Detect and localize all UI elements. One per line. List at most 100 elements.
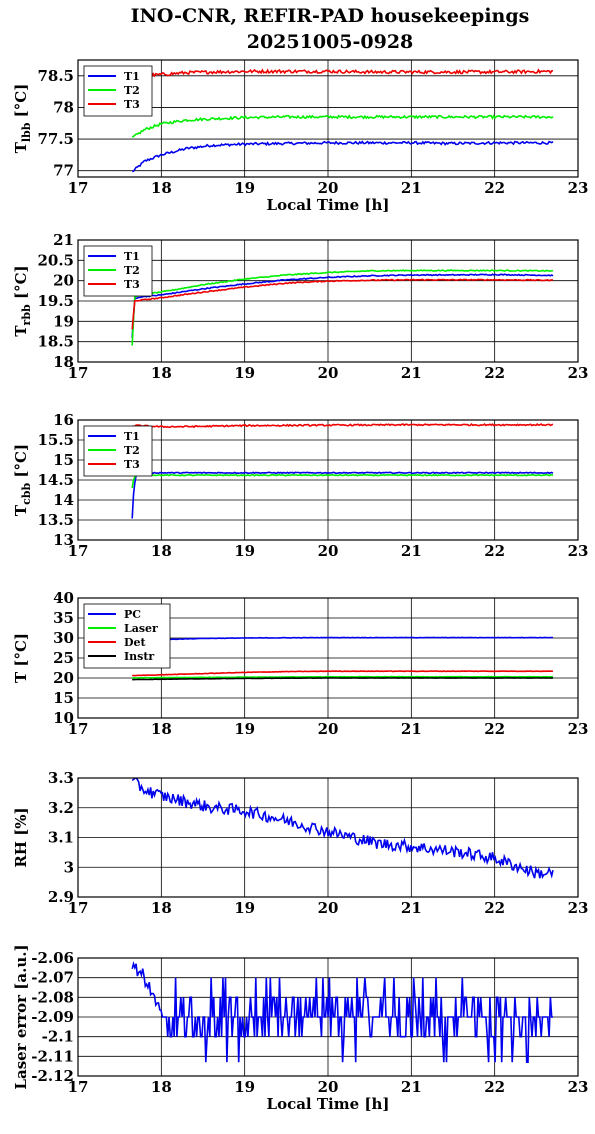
y-tick-label: 14.5 bbox=[37, 471, 74, 489]
y-tick-label: -2.08 bbox=[31, 988, 74, 1006]
y-tick-label: 19.5 bbox=[37, 292, 74, 310]
y-tick-label: -2.07 bbox=[31, 969, 74, 987]
y-tick-label: 14 bbox=[53, 491, 74, 509]
x-tick-label: 23 bbox=[568, 720, 589, 738]
series-line-lasererror bbox=[131, 961, 553, 1063]
x-tick-label: 21 bbox=[401, 720, 422, 738]
x-tick-label: 21 bbox=[401, 179, 422, 197]
x-tick-label: 19 bbox=[234, 364, 255, 382]
x-tick-label: 21 bbox=[401, 542, 422, 560]
plot-frame bbox=[77, 59, 579, 178]
legend-label: T1 bbox=[124, 70, 140, 83]
legend-label: T2 bbox=[124, 84, 140, 97]
y-tick-label: 25 bbox=[53, 649, 74, 667]
y-tick-label: 78.5 bbox=[37, 67, 74, 85]
x-tick-label: 20 bbox=[318, 899, 339, 917]
y-axis-label: T [°C] bbox=[12, 633, 30, 683]
y-axis-label: Tlbb [°C] bbox=[12, 84, 33, 154]
chart-laser: 17 18 19 20 21 22 23-2.12-2.11-2.1-2.09-2.08-2… bbox=[12, 944, 588, 1113]
series-line-t1 bbox=[132, 140, 554, 173]
series-line-t3 bbox=[132, 423, 554, 429]
legend-label: Laser bbox=[124, 622, 158, 635]
series-line-t3 bbox=[131, 278, 554, 330]
x-tick-label: 17 bbox=[68, 899, 89, 917]
x-tick-label: 23 bbox=[568, 899, 589, 917]
x-tick-label: 23 bbox=[568, 542, 589, 560]
series-line-laser bbox=[132, 675, 554, 679]
plot-frame bbox=[77, 419, 579, 541]
x-tick-label: 20 bbox=[318, 364, 339, 382]
plot-frame bbox=[77, 597, 579, 719]
y-tick-label: -2.1 bbox=[42, 1028, 74, 1046]
legend-label: T3 bbox=[124, 98, 140, 111]
series-line-det bbox=[132, 670, 554, 677]
x-tick-label: 19 bbox=[234, 720, 255, 738]
x-tick-label: 18 bbox=[151, 179, 172, 197]
y-tick-label: 20.5 bbox=[37, 251, 74, 269]
x-tick-label: 20 bbox=[318, 542, 339, 560]
legend-label: Instr bbox=[124, 650, 154, 663]
x-tick-label: 19 bbox=[234, 899, 255, 917]
x-tick-label: 17 bbox=[68, 542, 89, 560]
series-line-t3 bbox=[131, 68, 554, 82]
x-tick-label: 17 bbox=[68, 720, 89, 738]
y-tick-label: 77.5 bbox=[37, 130, 74, 148]
legend-label: T1 bbox=[124, 250, 140, 263]
y-axis-label: Tcbb [°C] bbox=[12, 444, 33, 516]
legend-label: PC bbox=[124, 608, 141, 621]
x-tick-label: 21 bbox=[401, 1078, 422, 1096]
y-tick-label: 3.3 bbox=[48, 769, 74, 787]
series-line-t2 bbox=[131, 473, 554, 489]
y-tick-label: 2.9 bbox=[48, 888, 74, 906]
x-tick-label: 18 bbox=[151, 542, 172, 560]
chart-rh: 17 18 19 20 21 22 23 2.9 3 3.1 3.2 3.3 RH [%] bbox=[12, 769, 588, 917]
x-tick-label: 21 bbox=[401, 899, 422, 917]
series-line-pc bbox=[132, 636, 554, 643]
legend-label: T3 bbox=[124, 458, 140, 471]
chart-temps: 17 18 19 20 21 22 23 10 15 20 25 30 35 40 T [°C] PCLase… bbox=[12, 589, 588, 738]
figure-title-line1: INO-CNR, REFIR-PAD housekeepings bbox=[131, 5, 530, 27]
series-line-t2 bbox=[131, 114, 554, 138]
y-tick-label: 3.1 bbox=[48, 829, 74, 847]
plot-frame bbox=[77, 777, 579, 898]
figure-title-line2: 20251005-0928 bbox=[247, 31, 414, 53]
x-tick-label: 23 bbox=[568, 1078, 589, 1096]
y-tick-label: -2.11 bbox=[31, 1047, 74, 1065]
y-tick-label: 10 bbox=[53, 709, 74, 727]
x-tick-label: 18 bbox=[151, 1078, 172, 1096]
y-tick-label: 15 bbox=[53, 451, 74, 469]
x-tick-label: 19 bbox=[234, 1078, 255, 1096]
x-tick-label: 18 bbox=[151, 899, 172, 917]
x-tick-label: 23 bbox=[568, 364, 589, 382]
y-tick-label: -2.09 bbox=[31, 1008, 74, 1026]
y-tick-label: 78 bbox=[53, 98, 74, 116]
y-tick-label: 16 bbox=[53, 411, 74, 429]
legend-label: T3 bbox=[124, 278, 140, 291]
x-tick-label: 18 bbox=[151, 720, 172, 738]
plot-frame bbox=[77, 239, 579, 363]
chart-lbb: 17 18 19 20 21 22 23 77 77.5 78 78.5 Local Time [h]… bbox=[12, 59, 588, 214]
y-axis-label: Laser error [a.u.] bbox=[12, 944, 30, 1089]
y-axis-label: Trbb [°C] bbox=[12, 265, 33, 336]
series-line-instr bbox=[132, 677, 554, 681]
x-tick-label: 19 bbox=[234, 179, 255, 197]
y-axis-label: RH [%] bbox=[12, 807, 30, 867]
legend-label: T1 bbox=[124, 430, 140, 443]
series-line-rh bbox=[131, 778, 554, 880]
x-tick-label: 22 bbox=[484, 364, 505, 382]
legend-label: T2 bbox=[124, 264, 140, 277]
y-tick-label: 30 bbox=[53, 629, 74, 647]
x-tick-label: 20 bbox=[318, 179, 339, 197]
x-tick-label: 20 bbox=[318, 1078, 339, 1096]
y-tick-label: 21 bbox=[53, 231, 74, 249]
x-tick-label: 22 bbox=[484, 179, 505, 197]
chart-cbb: 17 18 19 20 21 22 23 13 13.5 14 14.5 15 15.5 16 Tcbb [… bbox=[12, 411, 588, 560]
x-tick-label: 19 bbox=[234, 542, 255, 560]
x-tick-label: 22 bbox=[484, 1078, 505, 1096]
legend-label: T2 bbox=[124, 444, 140, 457]
